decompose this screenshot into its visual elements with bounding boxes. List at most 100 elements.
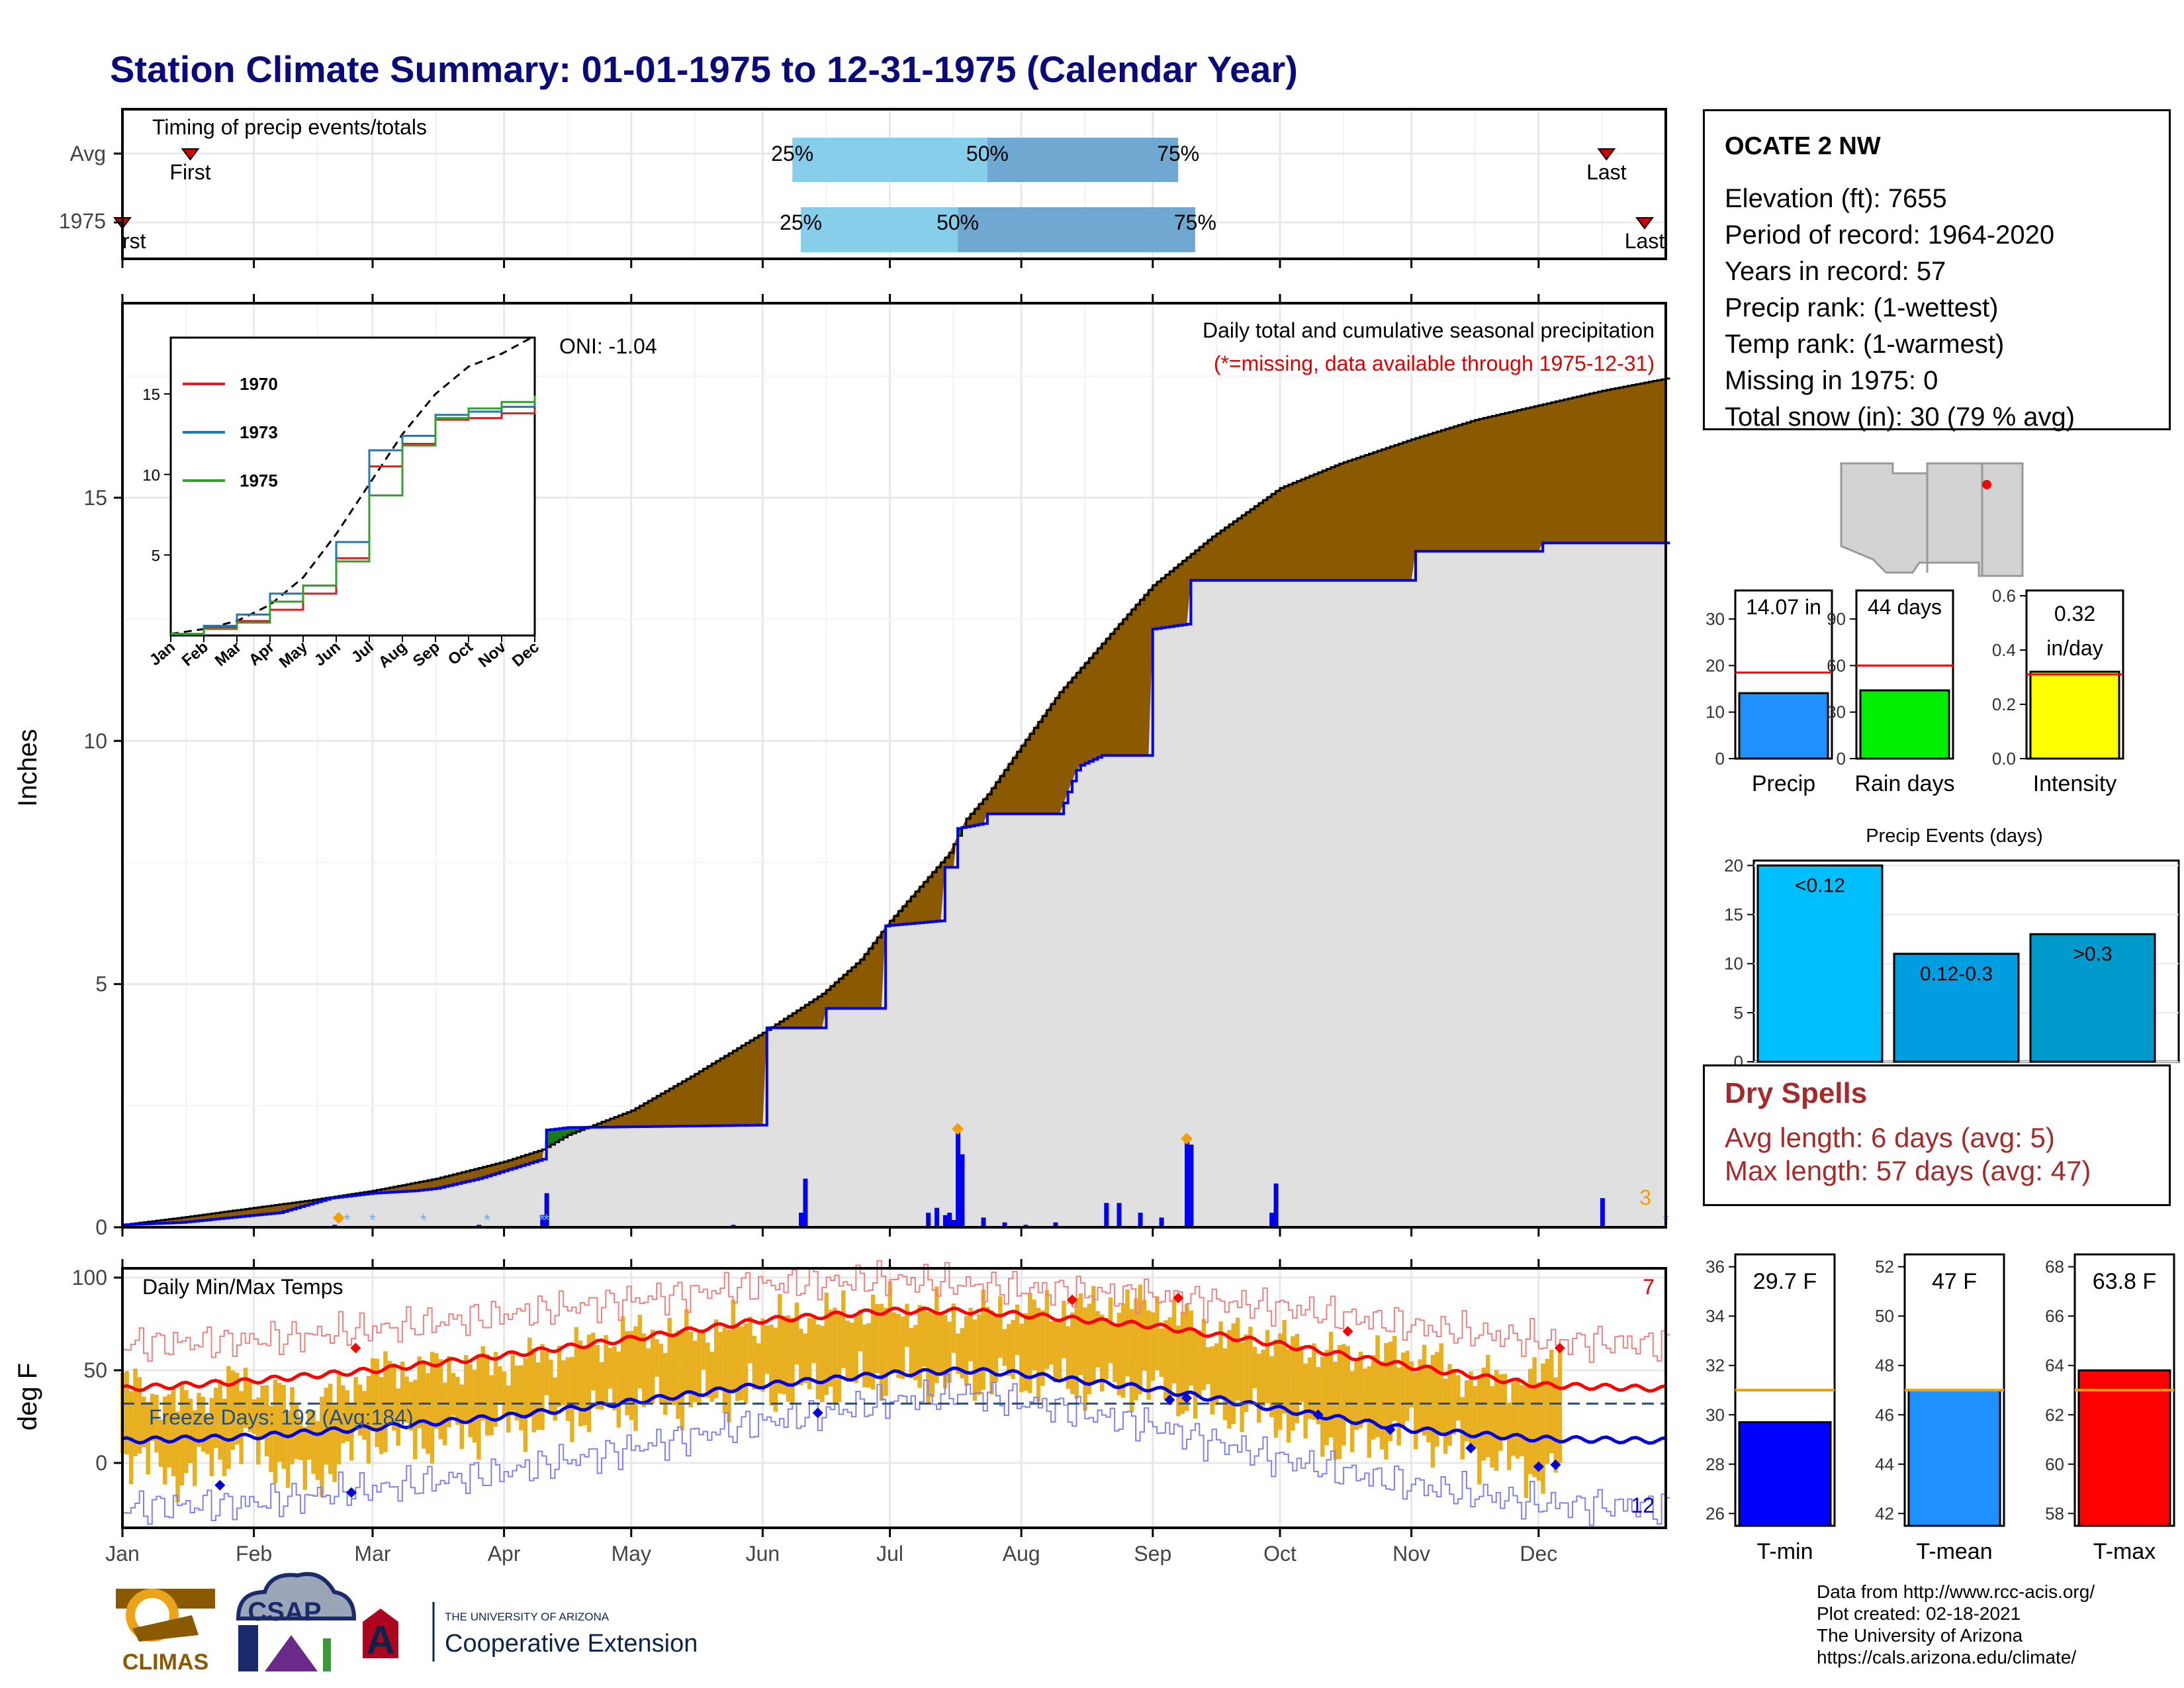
- daily-temp-bar: [281, 1385, 286, 1469]
- daily-temp-bar: [926, 1311, 931, 1403]
- intensity-xlabel: Intensity: [2033, 771, 2117, 796]
- daily-temp-bar: [1435, 1352, 1439, 1447]
- events-bar-light: [1756, 864, 1884, 1063]
- month-label: Oct: [1263, 1542, 1297, 1566]
- daily-precip-bar: [926, 1212, 931, 1227]
- daily-temp-bar: [663, 1352, 668, 1415]
- daily-temp-bar: [833, 1307, 837, 1404]
- daily-temp-bar: [285, 1410, 291, 1488]
- daily-precip-bar: [544, 1193, 549, 1227]
- daily-temp-bar: [345, 1390, 350, 1442]
- ua-big-text: Cooperative Extension: [445, 1630, 698, 1658]
- daily-temp-bar: [1120, 1303, 1126, 1398]
- daily-temp-bar: [811, 1318, 816, 1364]
- temp-panel: 0 50 100 Jan Feb Mar Apr May Jun Jul Aug Sep Oct Nov…: [13, 1259, 1670, 1566]
- temp-bar-value-label: 47 F: [1932, 1269, 1977, 1294]
- daily-temp-bar: [960, 1328, 965, 1379]
- daily-temp-bar: [1396, 1367, 1401, 1446]
- daily-temp-bar: [408, 1382, 414, 1431]
- timing-bar-q1: [792, 138, 987, 182]
- record-high-marker: [1554, 1342, 1565, 1354]
- daily-temp-bar: [298, 1417, 303, 1460]
- daily-temp-bar: [230, 1370, 236, 1450]
- daily-temp-bar: [794, 1302, 799, 1365]
- freeze-days-label: Freeze Days: 192 (Avg:184): [149, 1405, 414, 1429]
- daily-temp-bar: [383, 1351, 388, 1452]
- daily-temp-bar: [1218, 1321, 1223, 1396]
- daily-temp-bar: [1520, 1385, 1524, 1456]
- daily-precip-bar: [1116, 1203, 1122, 1227]
- temp-bar-ytick-label: 26: [1706, 1503, 1725, 1523]
- daily-temp-bar: [1062, 1300, 1066, 1358]
- daily-temp-bar: [1337, 1344, 1342, 1460]
- max-precip-marker: [1181, 1133, 1193, 1145]
- daily-temp-bar: [451, 1372, 456, 1416]
- daily-precip-bar: [942, 1215, 948, 1227]
- daily-temp-bar: [909, 1328, 914, 1379]
- daily-temp-bar: [1057, 1320, 1062, 1379]
- daily-temp-bar: [302, 1427, 307, 1490]
- temp-bar-ytick-label: 68: [2045, 1257, 2064, 1277]
- dry-spells-avg: Avg length: 6 days (avg: 5): [1725, 1122, 2055, 1153]
- daily-temp-bar: [375, 1358, 379, 1447]
- daily-temp-bar: [680, 1331, 685, 1430]
- temp-bar-ytick-label: 42: [1875, 1503, 1894, 1523]
- daily-temp-bar: [977, 1314, 981, 1395]
- daily-temp-bar: [1252, 1346, 1257, 1389]
- daily-temp-bar: [523, 1358, 528, 1452]
- daily-temp-bar: [179, 1383, 185, 1485]
- daily-precip-bar: [1002, 1222, 1007, 1227]
- rain-days-ytick-label: 90: [1827, 609, 1846, 629]
- footer-credits: Data from http://www.rcc-acis.org/ Plot …: [1817, 1581, 2095, 1668]
- daily-temp-bar: [1342, 1344, 1346, 1446]
- events-ytick-label: 10: [1724, 954, 1743, 974]
- daily-temp-bar: [1286, 1349, 1291, 1442]
- record-low-marker: [1465, 1442, 1477, 1454]
- daily-temp-bar: [1222, 1348, 1228, 1421]
- daily-temp-bar: [175, 1411, 180, 1503]
- daily-temp-bar: [565, 1357, 570, 1421]
- daily-precip-bar: [956, 1127, 961, 1227]
- daily-temp-bar: [1002, 1329, 1007, 1366]
- daily-temp-bar: [519, 1365, 523, 1430]
- daily-temp-bar: [896, 1313, 901, 1378]
- daily-temp-bar: [985, 1307, 990, 1372]
- daily-temp-bar: [1320, 1356, 1325, 1457]
- avg-min-line: [122, 1366, 1666, 1445]
- daily-temp-bar: [370, 1358, 375, 1429]
- daily-precip-bar: [1189, 1145, 1194, 1227]
- daily-temp-bar: [1324, 1350, 1329, 1446]
- snow-marker: *: [543, 1210, 550, 1230]
- temp-bar-xlabel: T-mean: [1916, 1539, 1992, 1564]
- daily-temp-bar: [1469, 1372, 1473, 1448]
- daily-temp-bar: [311, 1410, 316, 1474]
- daily-temp-bar: [574, 1327, 579, 1411]
- temp-bar-ytick-label: 36: [1706, 1257, 1725, 1277]
- daily-temp-bar: [942, 1315, 948, 1389]
- daily-temp-bar: [1545, 1358, 1550, 1464]
- daily-temp-bar: [167, 1394, 171, 1468]
- rain-days-value-label: 44 days: [1868, 595, 1942, 619]
- daily-temp-bar: [459, 1384, 465, 1449]
- precip-title-2: (*=missing, data available through 1975-…: [1214, 352, 1655, 375]
- daily-temp-bar: [790, 1317, 795, 1404]
- intensity-bar: [2029, 671, 2120, 760]
- daily-temp-bar: [535, 1362, 541, 1430]
- daily-temp-bar: [1078, 1293, 1083, 1376]
- daily-temp-bar: [934, 1286, 939, 1383]
- events-ytick-label: 15: [1724, 905, 1743, 925]
- daily-temp-bar: [243, 1368, 248, 1429]
- month-label: Jul: [876, 1542, 903, 1566]
- daily-temp-bar: [1104, 1317, 1109, 1380]
- daily-temp-bar: [1083, 1307, 1087, 1411]
- daily-temp-bar: [341, 1385, 345, 1444]
- timing-bar-q1: [801, 207, 958, 252]
- daily-temp-bar: [1400, 1352, 1406, 1428]
- precip-ytick-label: 0: [95, 1215, 107, 1239]
- daily-temp-bar: [1185, 1303, 1189, 1411]
- daily-temp-bar: [803, 1333, 807, 1383]
- daily-temp-bar: [718, 1331, 723, 1391]
- daily-temp-bar: [989, 1310, 994, 1395]
- daily-temp-bar: [1015, 1304, 1020, 1355]
